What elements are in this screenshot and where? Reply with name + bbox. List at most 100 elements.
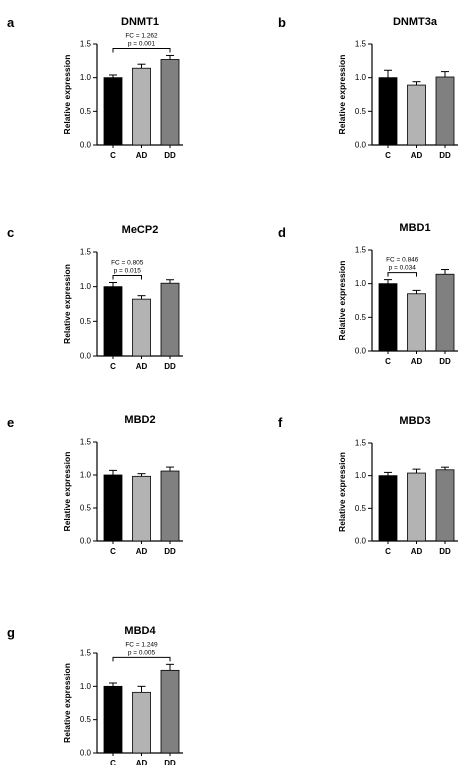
significance-bracket xyxy=(112,47,171,53)
y-tick-label: 1.5 xyxy=(80,438,92,447)
x-tick-label: AD xyxy=(136,151,148,160)
x-tick-label: DD xyxy=(164,151,176,160)
y-tick-label: 1.5 xyxy=(80,248,92,257)
x-tick-label: DD xyxy=(164,759,176,765)
panel-a: a DNMT1 0.0 0.5 1.0 1.5 Relative expression C AD… xyxy=(7,15,183,160)
x-tick-label: C xyxy=(110,759,116,765)
bar-c xyxy=(103,286,123,357)
bar-c xyxy=(103,685,123,754)
y-axis-label: Relative expression xyxy=(62,663,72,743)
y-tick-label: 1.5 xyxy=(355,246,367,255)
y-tick-label: 1.5 xyxy=(355,439,367,448)
bar-ad xyxy=(407,293,426,352)
panel-letter: f xyxy=(278,415,283,430)
bar-dd xyxy=(160,59,180,146)
bar-c xyxy=(378,283,398,352)
y-tick-label: 0.0 xyxy=(355,537,367,546)
y-tick-label: 0.5 xyxy=(80,715,92,724)
fold-change-label: FC = 1.249 xyxy=(125,641,158,648)
bar-ad xyxy=(407,84,426,146)
p-value-label: p = 0.001 xyxy=(128,40,156,47)
x-tick-label: AD xyxy=(411,357,423,366)
y-axis-label: Relative expression xyxy=(62,55,72,135)
panel-letter: d xyxy=(278,225,286,240)
panel-c: c MeCP2 0.0 0.5 1.0 1.5 Relative expression C AD… xyxy=(7,224,183,371)
y-tick-label: 0.5 xyxy=(355,313,367,322)
x-tick-label: AD xyxy=(411,547,423,556)
y-tick-label: 0.0 xyxy=(80,537,92,546)
bar-c xyxy=(103,77,123,146)
chart-title: MeCP2 xyxy=(122,224,159,236)
y-tick-label: 1.0 xyxy=(80,471,92,480)
y-tick-label: 0.0 xyxy=(80,141,92,150)
y-tick-label: 1.5 xyxy=(80,649,92,658)
chart-title: MBD3 xyxy=(399,415,430,427)
panel-letter: c xyxy=(7,225,14,240)
panel-b: b DNMT3a 0.0 0.5 1.0 1.5 Relative expression C A… xyxy=(278,15,458,160)
x-tick-label: DD xyxy=(439,547,451,556)
bar-c xyxy=(103,474,123,542)
chart-title: MBD1 xyxy=(399,222,430,234)
x-tick-label: C xyxy=(385,357,391,366)
y-tick-label: 0.0 xyxy=(355,141,367,150)
y-tick-label: 1.5 xyxy=(80,40,92,49)
x-tick-label: C xyxy=(110,547,116,556)
x-tick-label: AD xyxy=(411,151,423,160)
panel-e: e MBD2 0.0 0.5 1.0 1.5 Relative expression C AD D… xyxy=(7,414,183,556)
panel-letter: b xyxy=(278,15,286,30)
chart-title: DNMT1 xyxy=(121,16,159,28)
bar-dd xyxy=(435,273,455,352)
y-tick-label: 1.0 xyxy=(355,471,367,480)
y-tick-label: 1.0 xyxy=(80,282,92,291)
chart-title: DNMT3a xyxy=(393,16,438,28)
bar-ad xyxy=(132,691,151,754)
fold-change-label: FC = 0.846 xyxy=(386,257,419,264)
bar-dd xyxy=(435,76,455,146)
x-tick-label: AD xyxy=(136,362,148,371)
bar-dd xyxy=(160,669,180,754)
y-tick-label: 1.0 xyxy=(355,279,367,288)
x-tick-label: DD xyxy=(439,357,451,366)
x-tick-label: DD xyxy=(164,547,176,556)
bar-ad xyxy=(132,298,151,357)
x-tick-label: C xyxy=(385,547,391,556)
x-tick-label: DD xyxy=(439,151,451,160)
chart-title: MBD2 xyxy=(124,414,155,426)
bar-ad xyxy=(132,475,151,542)
y-tick-label: 0.0 xyxy=(80,352,92,361)
fold-change-label: FC = 0.805 xyxy=(111,260,144,267)
bar-dd xyxy=(435,469,455,542)
y-axis-label: Relative expression xyxy=(337,55,347,135)
y-tick-label: 0.5 xyxy=(355,107,367,116)
y-tick-label: 1.5 xyxy=(355,40,367,49)
fold-change-label: FC = 1.262 xyxy=(125,32,158,39)
p-value-label: p = 0.034 xyxy=(389,265,417,272)
y-tick-label: 0.5 xyxy=(80,504,92,513)
y-tick-label: 1.0 xyxy=(355,73,367,82)
p-value-label: p = 0.015 xyxy=(114,268,142,275)
panel-g: g MBD4 0.0 0.5 1.0 1.5 Relative expression C AD D… xyxy=(7,625,183,765)
x-tick-label: DD xyxy=(164,362,176,371)
bar-c xyxy=(378,77,398,146)
x-tick-label: AD xyxy=(136,759,148,765)
y-tick-label: 1.0 xyxy=(80,682,92,691)
y-axis-label: Relative expression xyxy=(337,261,347,341)
x-tick-label: AD xyxy=(136,547,148,556)
panel-f: f MBD3 0.0 0.5 1.0 1.5 Relative expression C AD D… xyxy=(278,415,458,556)
bar-ad xyxy=(407,472,426,542)
panel-letter: a xyxy=(7,15,15,30)
y-tick-label: 0.0 xyxy=(355,347,367,356)
y-tick-label: 0.5 xyxy=(80,317,92,326)
y-tick-label: 0.5 xyxy=(355,504,367,513)
y-axis-label: Relative expression xyxy=(62,264,72,344)
panel-letter: g xyxy=(7,625,15,640)
panel-d: d MBD1 0.0 0.5 1.0 1.5 Relative expression C AD D… xyxy=(278,222,458,366)
y-tick-label: 0.5 xyxy=(80,107,92,116)
chart-title: MBD4 xyxy=(124,625,156,637)
bar-ad xyxy=(132,67,151,146)
bar-dd xyxy=(160,282,180,357)
panel-letter: e xyxy=(7,415,14,430)
significance-bracket xyxy=(112,275,142,280)
y-axis-label: Relative expression xyxy=(337,452,347,532)
